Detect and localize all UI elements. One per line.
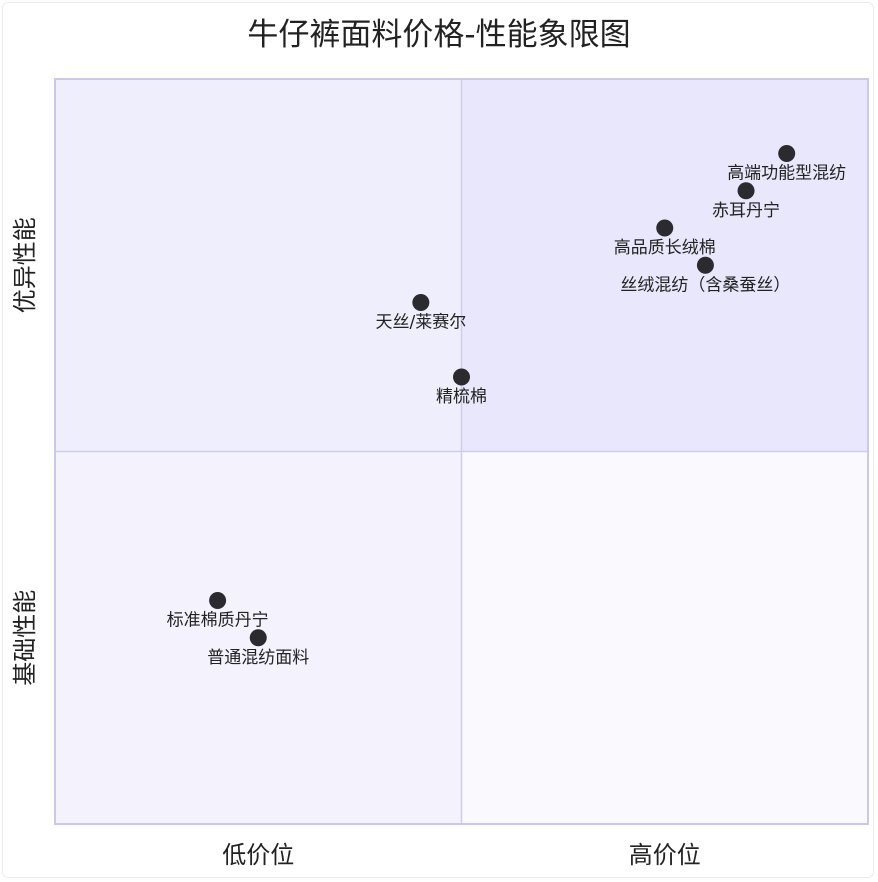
- point-label: 丝绒混纺（含桑蚕丝）: [620, 275, 790, 295]
- data-point: 赤耳丹宁: [712, 182, 780, 221]
- plot-area: [54, 78, 869, 825]
- point-label: 标准棉质丹宁: [167, 611, 269, 631]
- x-axis-high-label: 高价位: [629, 841, 701, 869]
- y-axis-high-label: 优异性能: [11, 217, 39, 313]
- data-point: 高品质长绒棉: [614, 219, 716, 258]
- point-marker: [696, 256, 714, 274]
- point-marker: [412, 294, 430, 311]
- point-label: 高端功能型混纺: [727, 164, 846, 184]
- data-point: 普通混纺面料: [207, 629, 309, 668]
- point-marker: [453, 368, 470, 386]
- point-label: 天丝/莱赛尔: [375, 312, 466, 333]
- point-label: 精梳棉: [436, 387, 487, 407]
- chart-title: 牛仔裤面料价格-性能象限图: [247, 17, 630, 53]
- quadrant-top-left: [55, 79, 462, 452]
- data-point: 标准棉质丹宁: [167, 592, 269, 631]
- data-point: 精梳棉: [436, 368, 487, 407]
- point-label: 普通混纺面料: [207, 648, 309, 668]
- plot-border: [54, 78, 869, 825]
- point-label: 赤耳丹宁: [712, 201, 780, 221]
- y-axis-low-label: 基础性能: [11, 590, 39, 686]
- data-point: 天丝/莱赛尔: [375, 294, 466, 333]
- data-point: 丝绒混纺（含桑蚕丝）: [620, 256, 790, 295]
- data-point: 高端功能型混纺: [727, 145, 846, 184]
- quadrant-bottom-right: [461, 451, 868, 824]
- point-marker: [209, 592, 227, 609]
- point-marker: [778, 145, 796, 162]
- point-marker: [656, 219, 674, 237]
- point-label: 高品质长绒棉: [614, 238, 716, 258]
- quadrant-top-right: [461, 79, 868, 452]
- point-marker: [737, 182, 755, 200]
- point-marker: [249, 629, 267, 647]
- x-axis-low-label: 低价位: [222, 841, 294, 869]
